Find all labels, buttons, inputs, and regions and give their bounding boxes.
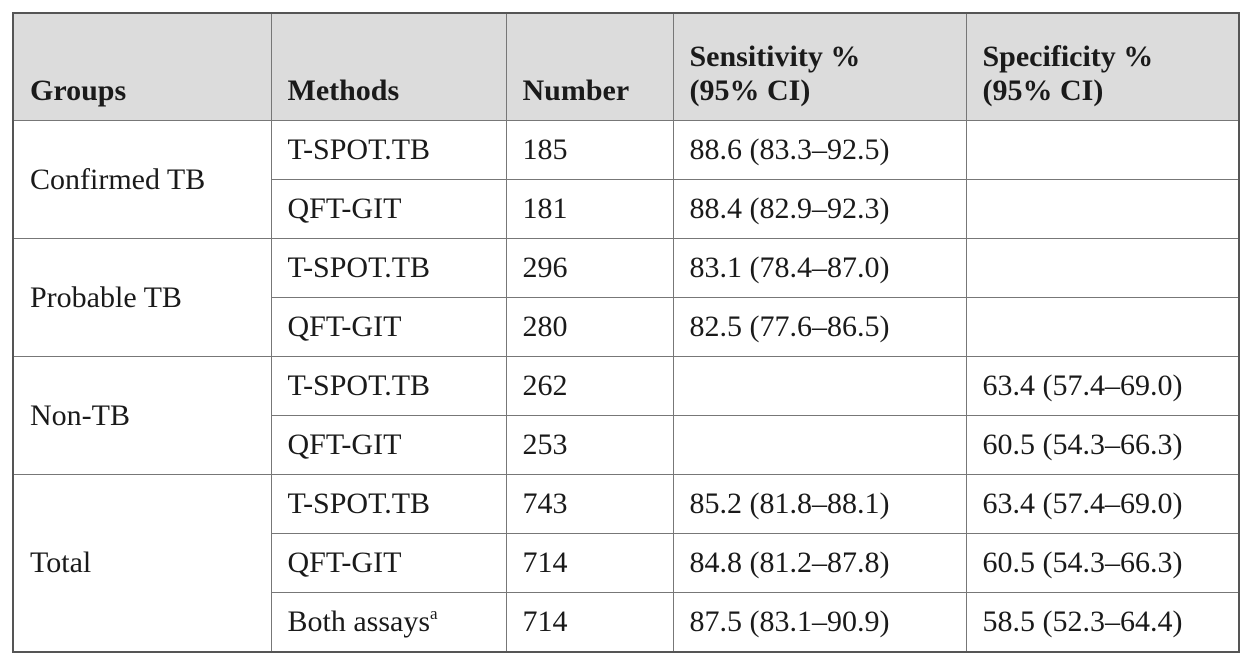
sensitivity-cell: 83.1 (78.4–87.0) bbox=[672, 238, 967, 298]
method-text: T-SPOT.TB bbox=[287, 487, 431, 520]
table-row: QFT-GIT 714 84.8 (81.2–87.8) 60.5 (54.3–66.… bbox=[13, 533, 1240, 593]
sensitivity-cell: 88.6 (83.3–92.5) bbox=[672, 120, 967, 180]
header-cell: Number bbox=[505, 12, 674, 121]
table-row: Confirmed TB T-SPOT.TB 185 88.6 (83.3–92.5) bbox=[12, 120, 1240, 239]
footnote-mark: a bbox=[430, 604, 438, 623]
number-cell: 714 bbox=[505, 592, 674, 653]
method-text: QFT-GIT bbox=[287, 546, 402, 579]
group-cell: Non-TB bbox=[12, 356, 272, 475]
specificity-cell: 63.4 (57.4–69.0) bbox=[965, 356, 1240, 416]
group-cell: Confirmed TB bbox=[12, 120, 272, 239]
table-row: Probable TB T-SPOT.TB 296 83.1 (78.4–87.0) bbox=[12, 238, 1240, 357]
header-cell: Sensitivity % (95% CI) bbox=[672, 12, 967, 121]
sensitivity-cell: 88.4 (82.9–92.3) bbox=[672, 179, 967, 239]
specificity-cell: 58.5 (52.3–64.4) bbox=[965, 592, 1240, 653]
method-cell: QFT-GIT bbox=[270, 415, 507, 475]
header-cell: Methods bbox=[270, 12, 507, 121]
table-row: Both assaysa 714 87.5 (83.1–90.9) 58.5 (52.… bbox=[13, 592, 1240, 653]
header-line: (95% CI) bbox=[982, 74, 1104, 107]
method-text: Both assays bbox=[287, 605, 431, 638]
method-cell: QFT-GIT bbox=[270, 179, 507, 239]
method-text: QFT-GIT bbox=[287, 310, 402, 343]
method-cell: QFT-GIT bbox=[270, 533, 507, 593]
number-cell: 262 bbox=[505, 356, 674, 416]
sensitivity-cell: 87.5 (83.1–90.9) bbox=[672, 592, 967, 653]
number-cell: 181 bbox=[505, 179, 674, 239]
number-cell: 296 bbox=[505, 238, 674, 298]
table-row: QFT-GIT 253 60.5 (54.3–66.3) bbox=[13, 415, 1240, 475]
number-cell: 253 bbox=[505, 415, 674, 475]
table-row: QFT-GIT 280 82.5 (77.6–86.5) bbox=[13, 297, 1240, 357]
group-cell: Total bbox=[12, 474, 272, 653]
group-cell: Probable TB bbox=[12, 238, 272, 357]
number-cell: 280 bbox=[505, 297, 674, 357]
specificity-cell: 60.5 (54.3–66.3) bbox=[965, 415, 1240, 475]
method-text: T-SPOT.TB bbox=[287, 369, 431, 402]
header-line: (95% CI) bbox=[689, 74, 811, 107]
number-cell: 185 bbox=[505, 120, 674, 180]
method-text: QFT-GIT bbox=[287, 428, 402, 461]
sensitivity-cell: 85.2 (81.8–88.1) bbox=[672, 474, 967, 534]
sensitivity-cell: 82.5 (77.6–86.5) bbox=[672, 297, 967, 357]
header-line: Sensitivity % bbox=[689, 40, 861, 73]
header-cell: Groups bbox=[12, 12, 272, 121]
header-cell: Specificity % (95% CI) bbox=[965, 12, 1240, 121]
method-cell: T-SPOT.TB bbox=[270, 238, 507, 298]
method-text: T-SPOT.TB bbox=[287, 133, 431, 166]
method-text: QFT-GIT bbox=[287, 192, 402, 225]
empty-cell bbox=[965, 297, 1240, 357]
empty-cell bbox=[965, 120, 1240, 180]
method-cell: T-SPOT.TB bbox=[270, 120, 507, 180]
empty-cell bbox=[672, 356, 967, 416]
method-cell: T-SPOT.TB bbox=[270, 356, 507, 416]
table-row: Total T-SPOT.TB 743 85.2 (81.8–88.1) 63.4 (5… bbox=[12, 474, 1240, 653]
header-line: Specificity % bbox=[982, 40, 1154, 73]
table-body: Confirmed TB T-SPOT.TB 185 88.6 (83.3–92.5)… bbox=[12, 120, 1240, 653]
table-header: Groups Methods Number Sensitivity % (95% … bbox=[12, 12, 1240, 121]
empty-cell bbox=[672, 415, 967, 475]
number-cell: 743 bbox=[505, 474, 674, 534]
method-text: T-SPOT.TB bbox=[287, 251, 431, 284]
empty-cell bbox=[965, 179, 1240, 239]
results-table: Groups Methods Number Sensitivity % (95% … bbox=[12, 12, 1240, 653]
sensitivity-cell: 84.8 (81.2–87.8) bbox=[672, 533, 967, 593]
table-row: Non-TB T-SPOT.TB 262 63.4 (57.4–69.0) bbox=[12, 356, 1240, 475]
number-cell: 714 bbox=[505, 533, 674, 593]
specificity-cell: 60.5 (54.3–66.3) bbox=[965, 533, 1240, 593]
method-cell: QFT-GIT bbox=[270, 297, 507, 357]
method-cell: Both assaysa bbox=[270, 592, 507, 653]
empty-cell bbox=[965, 238, 1240, 298]
method-cell: T-SPOT.TB bbox=[270, 474, 507, 534]
specificity-cell: 63.4 (57.4–69.0) bbox=[965, 474, 1240, 534]
